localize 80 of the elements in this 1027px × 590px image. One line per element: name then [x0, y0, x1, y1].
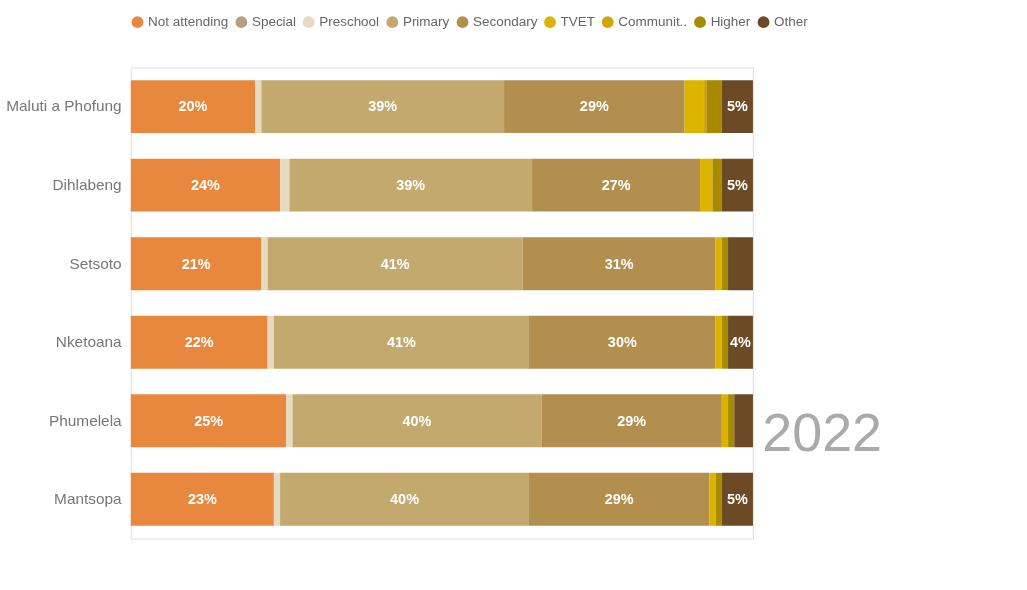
bar	[734, 394, 753, 448]
legend-label: Communit..	[618, 14, 688, 30]
legend-label: Primary	[402, 14, 450, 30]
data-label: 5%	[726, 491, 748, 508]
data-label: 27%	[601, 176, 631, 193]
data-label: 41%	[380, 255, 410, 272]
bar	[261, 80, 505, 134]
bar	[130, 237, 262, 291]
data-label: 5%	[726, 176, 748, 193]
bar	[715, 472, 722, 526]
bar	[273, 315, 529, 369]
legend-label: Higher	[710, 14, 751, 30]
legend-label: TVET	[560, 14, 596, 30]
data-label: 23%	[187, 491, 217, 508]
data-label: 40%	[402, 412, 432, 429]
bar	[706, 80, 722, 134]
legend-label: Not attending	[148, 14, 229, 30]
bar	[267, 315, 274, 369]
bar	[721, 472, 753, 526]
bar	[504, 80, 685, 134]
bar	[261, 237, 268, 291]
data-label: 40%	[390, 491, 420, 508]
legend-label: Preschool	[319, 14, 380, 30]
bar	[286, 394, 293, 448]
bar	[267, 237, 523, 291]
bar	[709, 472, 716, 526]
bar	[721, 237, 729, 291]
bar	[130, 158, 281, 212]
data-label: 21%	[181, 255, 211, 272]
data-label: 4%	[730, 334, 752, 351]
bar	[532, 158, 701, 212]
bar	[255, 80, 262, 134]
data-label: 20%	[178, 98, 208, 115]
y-tick-label: Maluti a Phofung	[6, 97, 122, 115]
data-label: 41%	[387, 334, 417, 351]
text: 2022	[762, 402, 883, 463]
bar	[721, 80, 753, 134]
bar	[721, 158, 753, 212]
bar	[721, 394, 729, 448]
bar	[684, 80, 704, 134]
y-tick-label: Mantsopa	[54, 490, 123, 508]
legend-label: Secondary	[473, 14, 538, 30]
data-label: 31%	[604, 255, 634, 272]
bar	[703, 80, 707, 134]
data-label: 29%	[617, 412, 647, 429]
data-label: 39%	[396, 176, 426, 193]
bar	[130, 472, 274, 526]
bar	[715, 315, 722, 369]
bar	[712, 158, 722, 212]
bar	[715, 237, 722, 291]
data-label: 30%	[607, 334, 637, 351]
bar	[130, 394, 287, 448]
y-tick-label: Phumelela	[48, 411, 123, 429]
data-label: 5%	[726, 98, 748, 115]
data-label: 29%	[604, 491, 634, 508]
legend-label: Other	[774, 14, 809, 30]
bar	[728, 237, 753, 291]
bar	[273, 472, 281, 526]
data-label: 29%	[579, 98, 609, 115]
y-tick-label: Dihlabeng	[52, 175, 122, 193]
bar	[700, 158, 713, 212]
bar	[528, 472, 710, 526]
y-tick-label: Setsoto	[69, 254, 122, 272]
bar	[292, 394, 542, 448]
data-label: 25%	[194, 412, 224, 429]
bar	[528, 315, 716, 369]
bar	[541, 394, 722, 448]
bar	[728, 394, 735, 448]
bar	[721, 315, 729, 369]
y-tick-label: Nketoana	[55, 333, 123, 351]
bar	[280, 472, 529, 526]
bar	[280, 158, 290, 212]
data-label: 22%	[184, 334, 214, 351]
bar	[289, 158, 533, 212]
data-label: 39%	[368, 98, 398, 115]
bar	[130, 315, 268, 369]
data-label: 24%	[191, 176, 221, 193]
legend-label: Special	[251, 14, 297, 30]
bar	[130, 80, 256, 134]
bar	[522, 237, 716, 291]
